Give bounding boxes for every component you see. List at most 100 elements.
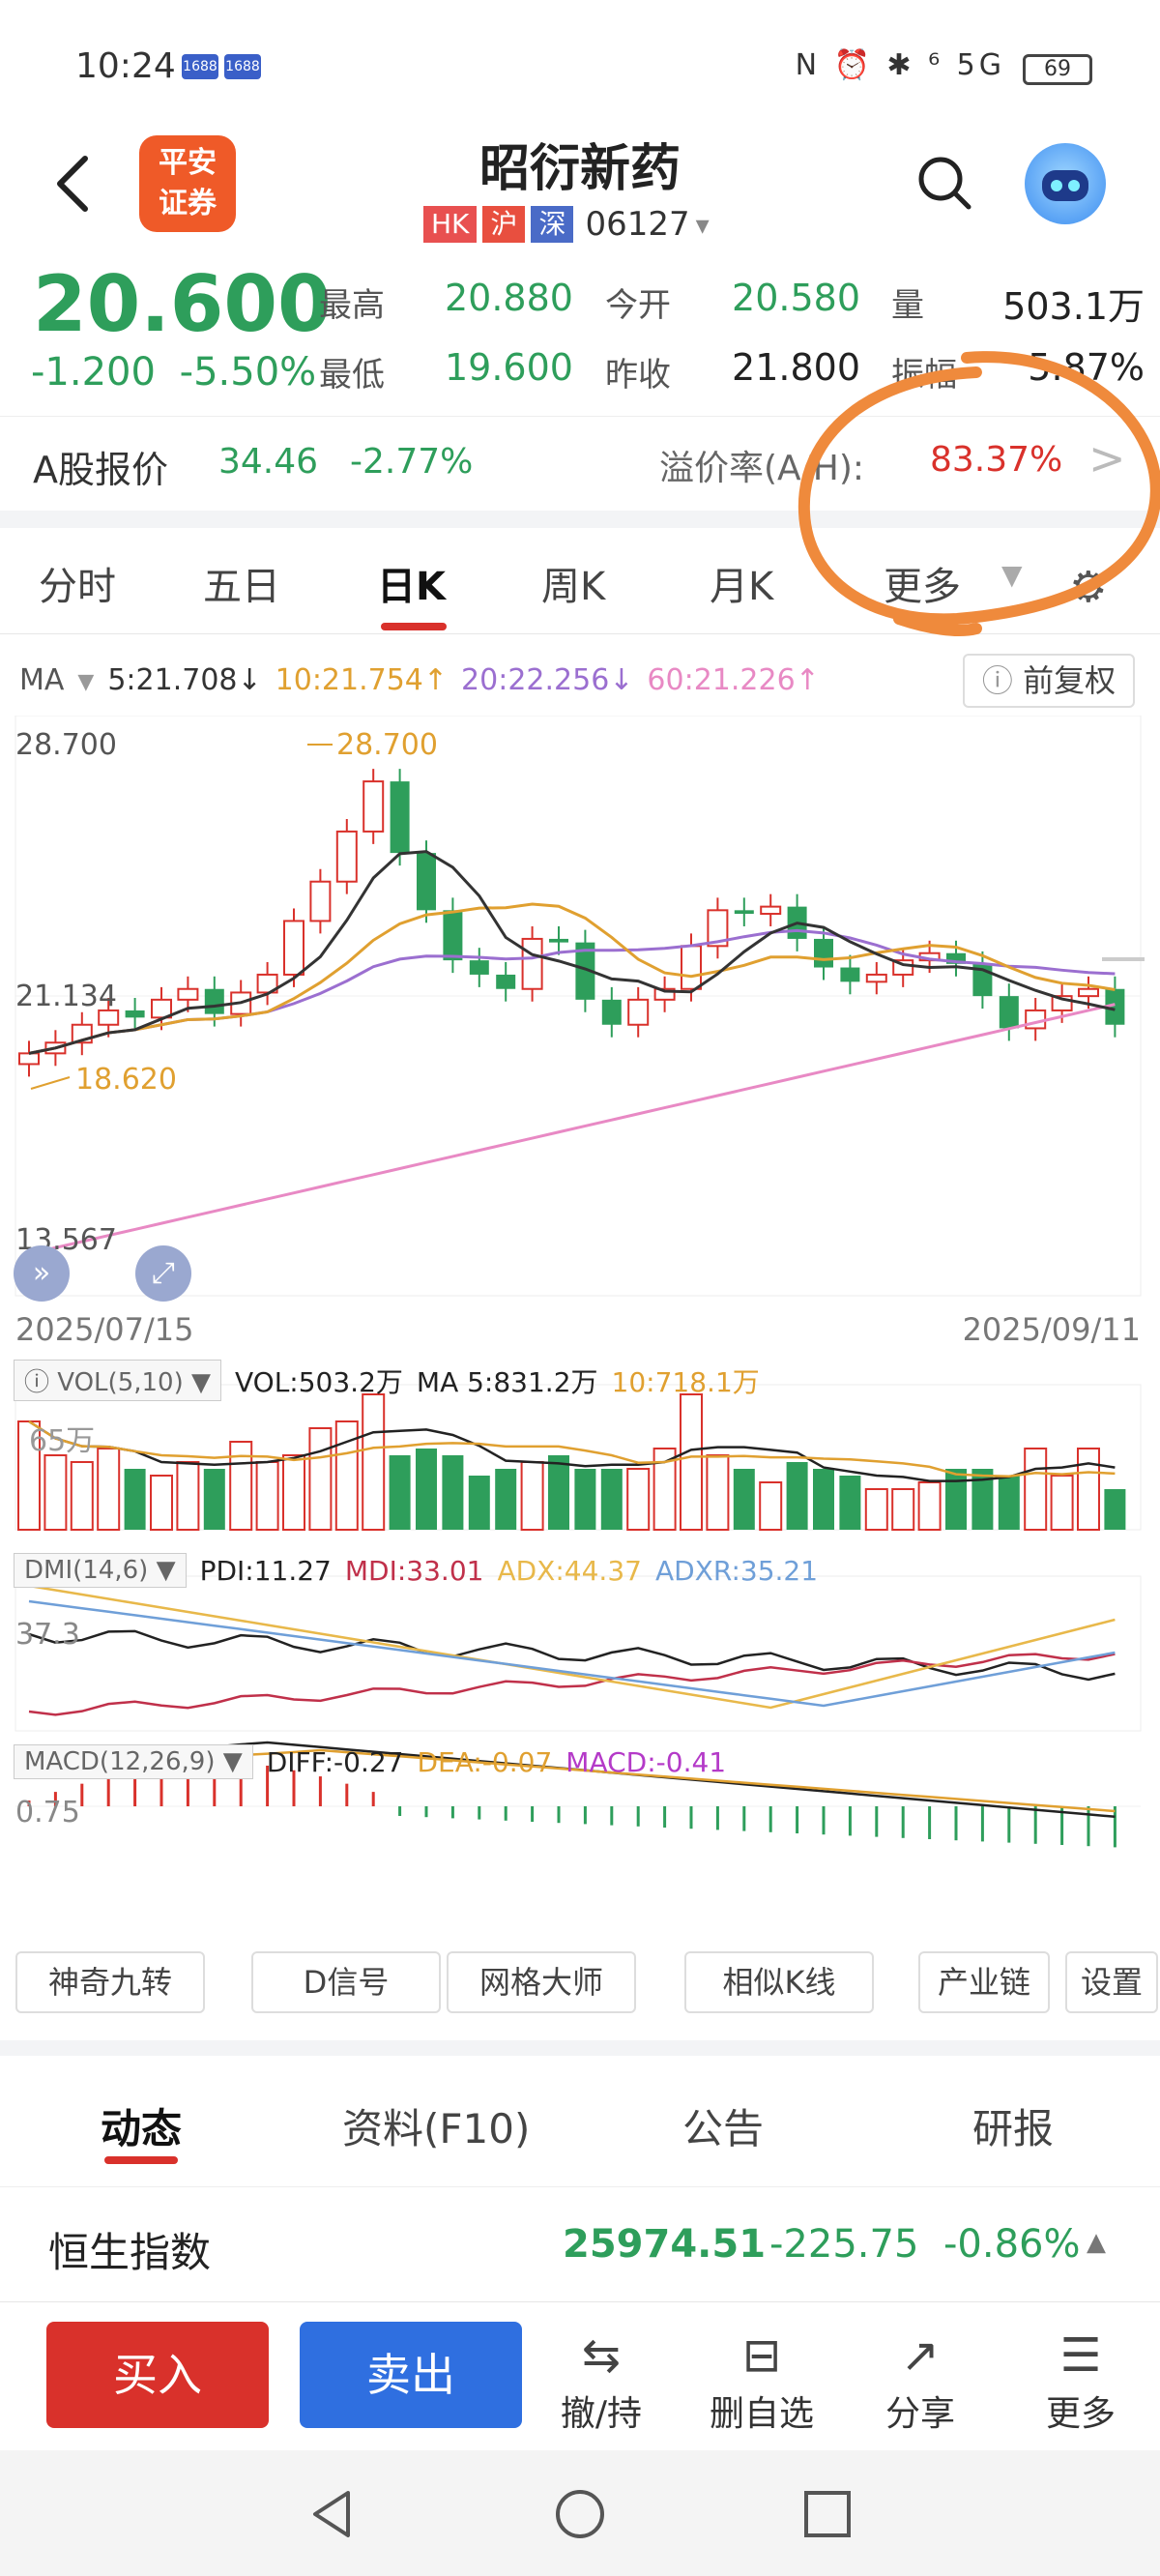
- market-tag-sz: 深: [531, 206, 574, 243]
- battery-icon: 69: [1023, 54, 1092, 85]
- tab-monthly-k[interactable]: 月K: [710, 565, 774, 609]
- macd-selector[interactable]: MACD(12,26,9) ▼: [14, 1744, 253, 1779]
- macd-value: MACD:-0.41: [566, 1745, 727, 1778]
- index-change: -225.75: [769, 2222, 919, 2267]
- expand-left-button[interactable]: »: [14, 1245, 70, 1302]
- premium-label: 溢价率(A/H):: [659, 449, 865, 488]
- tab-weekly-k[interactable]: 周K: [541, 565, 606, 609]
- fullscreen-icon: ⤢: [152, 1256, 175, 1290]
- axis-top-label: 28.700: [15, 728, 117, 762]
- tab-research[interactable]: 研报: [972, 2105, 1055, 2152]
- vol-ma10-value: 10:718.1万: [611, 1365, 760, 1398]
- stock-chart-area[interactable]: 28.700 21.134 13.567 28.700 18.620 65万 3…: [0, 716, 1160, 1905]
- tab-daily-k[interactable]: 日K: [377, 565, 446, 609]
- volume-bar: [600, 1469, 623, 1530]
- volume-bar: [680, 1393, 703, 1531]
- tool-d-signal[interactable]: D信号: [251, 1951, 441, 2013]
- expand-up-icon[interactable]: ▲: [1087, 2228, 1106, 2257]
- vol-selector[interactable]: ⓘ VOL(5,10) ▼: [14, 1360, 221, 1401]
- candle-body: [18, 1052, 40, 1066]
- candle-body: [469, 960, 489, 975]
- vol-legend[interactable]: ⓘ VOL(5,10) ▼ VOL:503.2万 MA 5:831.2万 10:…: [14, 1360, 760, 1401]
- tool-magic-nine[interactable]: 神奇九转: [15, 1951, 205, 2013]
- candle-body: [390, 781, 410, 854]
- status-bar: 10:24 1688 1688 N ⏰ ✱ ⁶ 5G 69: [0, 0, 1160, 116]
- buy-button[interactable]: 买入: [46, 2322, 269, 2428]
- remove-watchlist-button[interactable]: ⊟ 删自选: [694, 2326, 829, 2436]
- cancel-position-button[interactable]: ⇆ 撤/持: [534, 2326, 669, 2436]
- a-share-price: 34.46: [218, 442, 319, 482]
- tab-more[interactable]: 更多: [884, 565, 961, 609]
- robot-face-icon: [1042, 170, 1088, 201]
- a-share-percent: -2.77%: [350, 442, 474, 482]
- fullscreen-button[interactable]: ⤢: [135, 1245, 191, 1302]
- stock-code: 06127: [585, 205, 690, 244]
- ah-quote-row[interactable]: A股报价 34.46 -2.77% 溢价率(A/H): 83.37% >: [0, 416, 1160, 512]
- ai-assistant-robot-icon[interactable]: [1025, 143, 1106, 224]
- search-button[interactable]: [914, 153, 974, 213]
- market-tags[interactable]: HK 沪 深 06127 ▾: [423, 205, 710, 244]
- macd-legend[interactable]: MACD(12,26,9) ▼ DIFF:-0.27 DEA:-0.07 MAC…: [14, 1744, 726, 1779]
- nav-back-icon[interactable]: [304, 2485, 362, 2543]
- candle-body: [496, 974, 516, 989]
- tool-industry-chain[interactable]: 产业链: [918, 1951, 1050, 2013]
- status-icons: N ⏰ ✱ ⁶ 5G: [795, 48, 1005, 82]
- candles-group: [18, 769, 1125, 1077]
- candle-body: [309, 880, 332, 922]
- adxr-line: [28, 1599, 1116, 1708]
- tab-announcements[interactable]: 公告: [682, 2105, 765, 2152]
- prev-close-value: 21.800: [732, 346, 860, 389]
- candle-body: [1078, 987, 1099, 998]
- volume-bar: [548, 1455, 569, 1530]
- volume-bar: [468, 1476, 490, 1530]
- market-tag-hk: HK: [423, 206, 478, 243]
- price-change: -1.200 -5.50%: [31, 350, 316, 395]
- candle-body: [1105, 988, 1125, 1025]
- search-icon: [918, 157, 972, 210]
- dmi-selector[interactable]: DMI(14,6) ▼: [14, 1553, 187, 1588]
- back-button[interactable]: [46, 145, 104, 222]
- menu-icon: ☰: [1059, 2328, 1102, 2383]
- ma5-line: [28, 850, 1116, 1055]
- section-divider: [0, 2040, 1160, 2056]
- tab-five-day[interactable]: 五日: [203, 565, 280, 609]
- dmi-legend[interactable]: DMI(14,6) ▼ PDI:11.27 MDI:33.01 ADX:44.3…: [14, 1553, 818, 1588]
- low-value: 19.600: [445, 346, 573, 389]
- adjust-mode-button[interactable]: ⓘ 前复权: [963, 654, 1135, 708]
- date-end: 2025/09/11: [962, 1311, 1141, 1348]
- tool-grid-master[interactable]: 网格大师: [447, 1951, 636, 2013]
- nav-recents-icon[interactable]: [798, 2485, 856, 2543]
- tool-settings[interactable]: 设置: [1065, 1951, 1158, 2013]
- volume-bar: [652, 1448, 677, 1531]
- share-button[interactable]: ↗ 分享: [853, 2326, 988, 2436]
- index-percent: -0.86%: [943, 2222, 1081, 2267]
- ma-legend[interactable]: MA ▼ 5:21.708↓ 10:21.754↑ 20:22.256↓ 60:…: [19, 663, 820, 702]
- change-amount: -1.200: [31, 350, 156, 395]
- sell-button[interactable]: 卖出: [300, 2322, 522, 2428]
- amplitude-value: 5.87%: [1028, 346, 1145, 389]
- chevron-down-icon: ▾: [695, 208, 710, 241]
- gear-icon[interactable]: ⚙: [1069, 563, 1108, 612]
- tab-intraday[interactable]: 分时: [39, 565, 116, 609]
- volume-bar: [759, 1481, 783, 1531]
- nav-home-icon[interactable]: [551, 2485, 609, 2543]
- high-label: 最高: [319, 286, 385, 325]
- more-button[interactable]: ☰ 更多: [1013, 2326, 1148, 2436]
- candle-body: [627, 998, 650, 1026]
- volume-bar: [972, 1469, 994, 1530]
- current-price: 20.600: [33, 259, 332, 349]
- volume-bar: [282, 1454, 305, 1531]
- volume-bar: [362, 1393, 386, 1531]
- index-ticker-row[interactable]: 恒生指数 25974.51 -225.75 -0.86% ▲: [0, 2187, 1160, 2298]
- volume-bar: [44, 1454, 68, 1531]
- tab-news[interactable]: 动态: [101, 2105, 183, 2152]
- volume-bar: [813, 1469, 834, 1530]
- volume-bar: [786, 1462, 808, 1530]
- volume-bar: [203, 1469, 225, 1530]
- volume-bar: [442, 1455, 464, 1530]
- vol-value: VOL:503.2万: [235, 1365, 403, 1398]
- volume-bar: [124, 1469, 146, 1530]
- tool-similar-k[interactable]: 相似K线: [684, 1951, 874, 2013]
- open-value: 20.580: [732, 277, 860, 319]
- tab-f10[interactable]: 资料(F10): [342, 2105, 531, 2152]
